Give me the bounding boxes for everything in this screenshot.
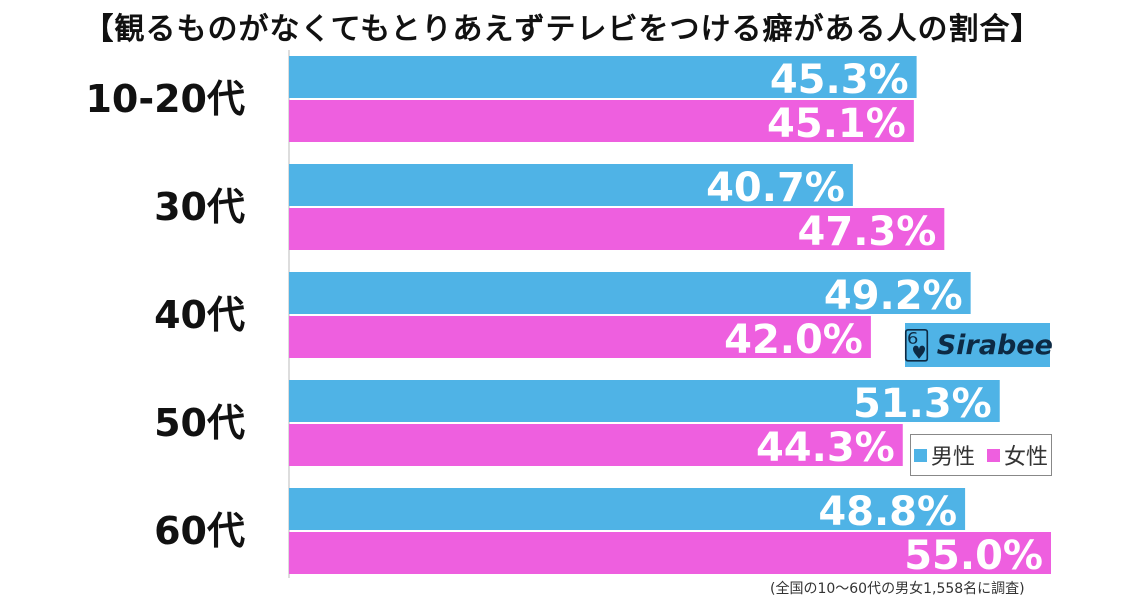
- legend-label-male: 男性: [930, 445, 975, 470]
- bar-male: [289, 488, 966, 530]
- value-label-female: 45.1%: [767, 101, 906, 147]
- value-label-female: 47.3%: [798, 209, 937, 255]
- value-label-male: 40.7%: [706, 165, 845, 211]
- legend-label-female: 女性: [1004, 445, 1049, 470]
- value-label-male: 49.2%: [824, 273, 963, 319]
- value-label-female: 44.3%: [756, 425, 895, 471]
- value-label-male: 51.3%: [853, 381, 992, 427]
- bar-female: [289, 316, 871, 358]
- bar-female: [289, 532, 1051, 574]
- value-label-female: 55.0%: [904, 533, 1043, 579]
- category-label: 50代: [154, 401, 245, 445]
- sirabee-logo: 🂶 Sirabee: [902, 323, 1053, 367]
- bar-female: [289, 424, 903, 466]
- chart-title: 【観るものがなくてもとりあえずテレビをつける癖がある人の割合】: [83, 12, 1042, 47]
- bar-female: [289, 100, 914, 142]
- sirabee-logo-text: Sirabee: [936, 329, 1053, 361]
- bar-male: [289, 380, 1000, 422]
- legend-swatch-female: [987, 448, 1000, 462]
- legend: 男性 女性: [910, 434, 1052, 476]
- legend-swatch-male: [913, 448, 927, 462]
- bar-male: [289, 56, 917, 98]
- category-label: 40代: [154, 293, 245, 337]
- footnote: (全国の10～60代の男女1,558名に調査): [770, 581, 1025, 597]
- category-label: 60代: [154, 509, 245, 553]
- sirabee-logo-icon: 🂶: [902, 328, 931, 362]
- category-label: 30代: [154, 185, 245, 229]
- legend-item-female: 女性: [987, 439, 1048, 471]
- bar-male: [289, 164, 853, 206]
- value-label-male: 48.8%: [818, 489, 957, 535]
- bar-male: [289, 272, 971, 314]
- value-label-female: 42.0%: [724, 317, 863, 363]
- category-label: 10-20代: [85, 77, 245, 121]
- bar-female: [289, 208, 945, 250]
- legend-item-male: 男性: [913, 439, 975, 471]
- value-label-male: 45.3%: [770, 57, 909, 103]
